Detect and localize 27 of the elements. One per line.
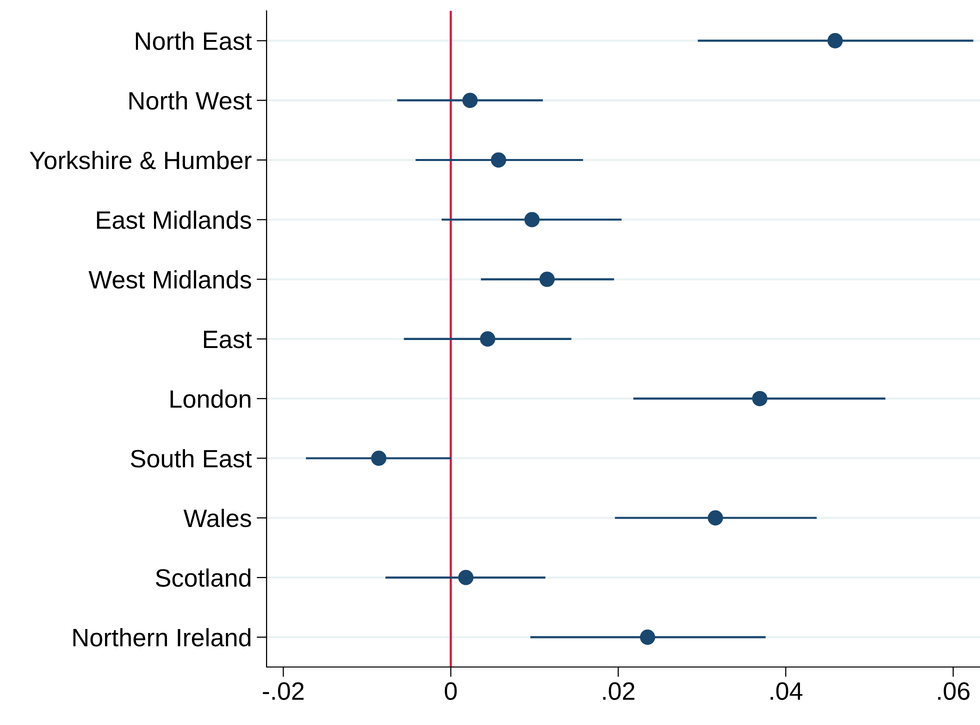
point [539,272,555,287]
point [640,630,656,645]
y-tick-label: Wales [184,508,252,528]
x-tick-label: .04 [770,682,802,700]
point [827,33,843,48]
point [458,570,474,586]
point [708,510,724,526]
point [462,92,478,108]
x-tick-label: 0 [444,682,457,700]
y-tick-label: East [204,330,252,348]
x-tick-label: -.02 [262,682,304,700]
y-tick-label: West Midlands [88,270,252,289]
y-tick-label: East Midlands [97,210,252,229]
point [480,331,496,347]
y-tick-label: North West [129,91,252,110]
y-tick-label: Yorkshire & Humber [30,150,252,170]
y-tick-label: Scotland [156,568,250,587]
point [752,390,768,406]
y-tick-label: South East [130,449,252,468]
y-tick-label: North East [136,32,252,50]
y-tick-label: London [170,390,250,408]
x-tick-label: .02 [603,682,634,700]
point [524,212,540,228]
x-tick-label: .06 [938,682,970,700]
y-tick-label: Northern Ireland [73,628,250,646]
point [490,152,506,168]
point [371,450,386,466]
